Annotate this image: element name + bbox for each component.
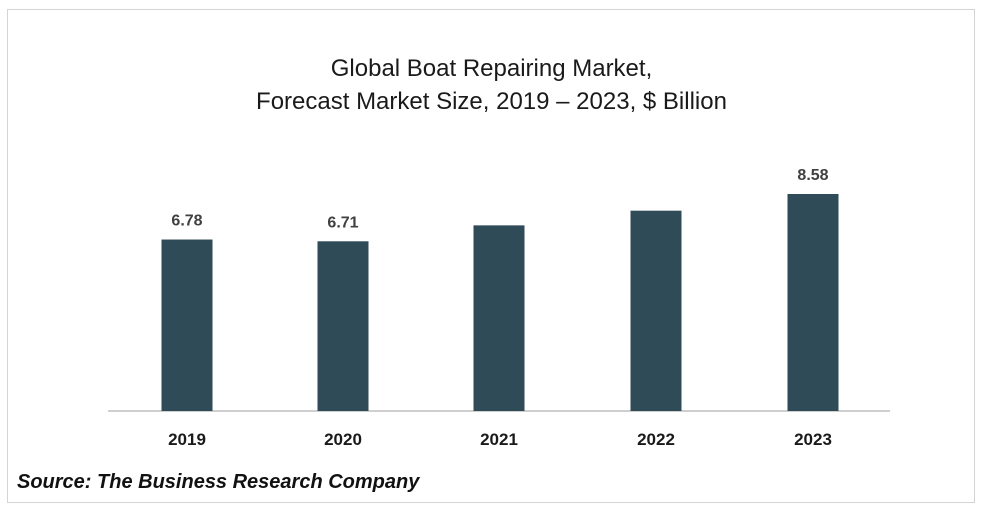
bar-2022 <box>630 210 682 411</box>
x-tick-label-2023: 2023 <box>794 430 832 449</box>
chart-title-line-2: Forecast Market Size, 2019 – 2023, $ Bil… <box>256 88 727 115</box>
bar-2019 <box>161 239 213 411</box>
data-label-2023: 8.58 <box>797 167 828 184</box>
x-tick-label-2020: 2020 <box>324 430 362 449</box>
chart-title-line-1: Global Boat Repairing Market, <box>330 55 653 82</box>
bar-2020 <box>317 241 369 411</box>
bar-2023 <box>787 194 839 411</box>
data-label-2020: 6.71 <box>327 214 358 231</box>
chart-title: Global Boat Repairing Market, Forecast M… <box>0 52 983 118</box>
x-tick-label-2022: 2022 <box>637 430 675 449</box>
x-tick-label-2019: 2019 <box>168 430 206 449</box>
bar-2021 <box>473 225 525 411</box>
data-label-2019: 6.78 <box>171 213 202 230</box>
source-note: Source: The Business Research Company <box>17 471 420 493</box>
x-tick-label-2021: 2021 <box>480 430 518 449</box>
